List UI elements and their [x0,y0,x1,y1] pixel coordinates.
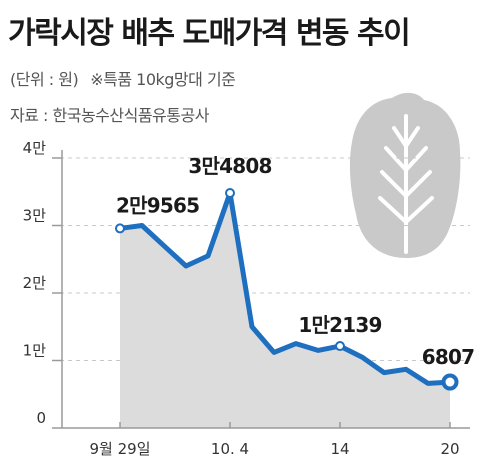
unit-note: ※특품 10kg망대 기준 [90,70,236,89]
x-tick-label: 14 [330,440,349,458]
series-line [117,190,453,386]
highlight-point [115,223,125,234]
price-area [120,193,450,428]
data-label: 1만2139 [298,313,381,337]
highlight-point [225,188,235,199]
y-axis-ticks: 4만 3만 2만 1만 0 [23,139,47,427]
source-label: 자료 : 한국농수산식품유통공사 [10,106,209,125]
area-fill [120,193,450,428]
data-label: 3만4808 [188,154,271,178]
highlight-point [441,373,459,391]
x-tick-label: 9월 29일 [90,440,151,458]
x-tick-label: 10. 4 [211,440,249,458]
chart-title: 가락시장 배추 도매가격 변동 추이 [8,16,411,51]
cabbage-icon [349,92,461,259]
unit-label: (단위 : 원) [10,70,79,89]
data-labels: 2만9565 3만4808 1만2139 6807 [116,154,475,369]
axes [61,150,470,429]
data-label: 6807 [422,345,474,369]
highlight-point [335,341,345,352]
y-tick-label: 1만 [23,342,47,360]
y-tick-label: 2만 [23,274,47,292]
cabbage-vein-lines [378,114,434,254]
y-tick-label: 4만 [23,139,47,157]
price-series [117,190,453,386]
y-tick-label: 0 [36,409,46,427]
y-tick-label: 3만 [23,207,47,225]
x-tick-label: 20 [440,440,459,458]
data-label: 2만9565 [116,193,199,217]
data-points [115,188,459,391]
x-axis-ticks: 9월 29일 10. 4 14 20 [90,422,460,458]
unit-line: (단위 : 원) ※특품 10kg망대 기준 [10,66,236,90]
